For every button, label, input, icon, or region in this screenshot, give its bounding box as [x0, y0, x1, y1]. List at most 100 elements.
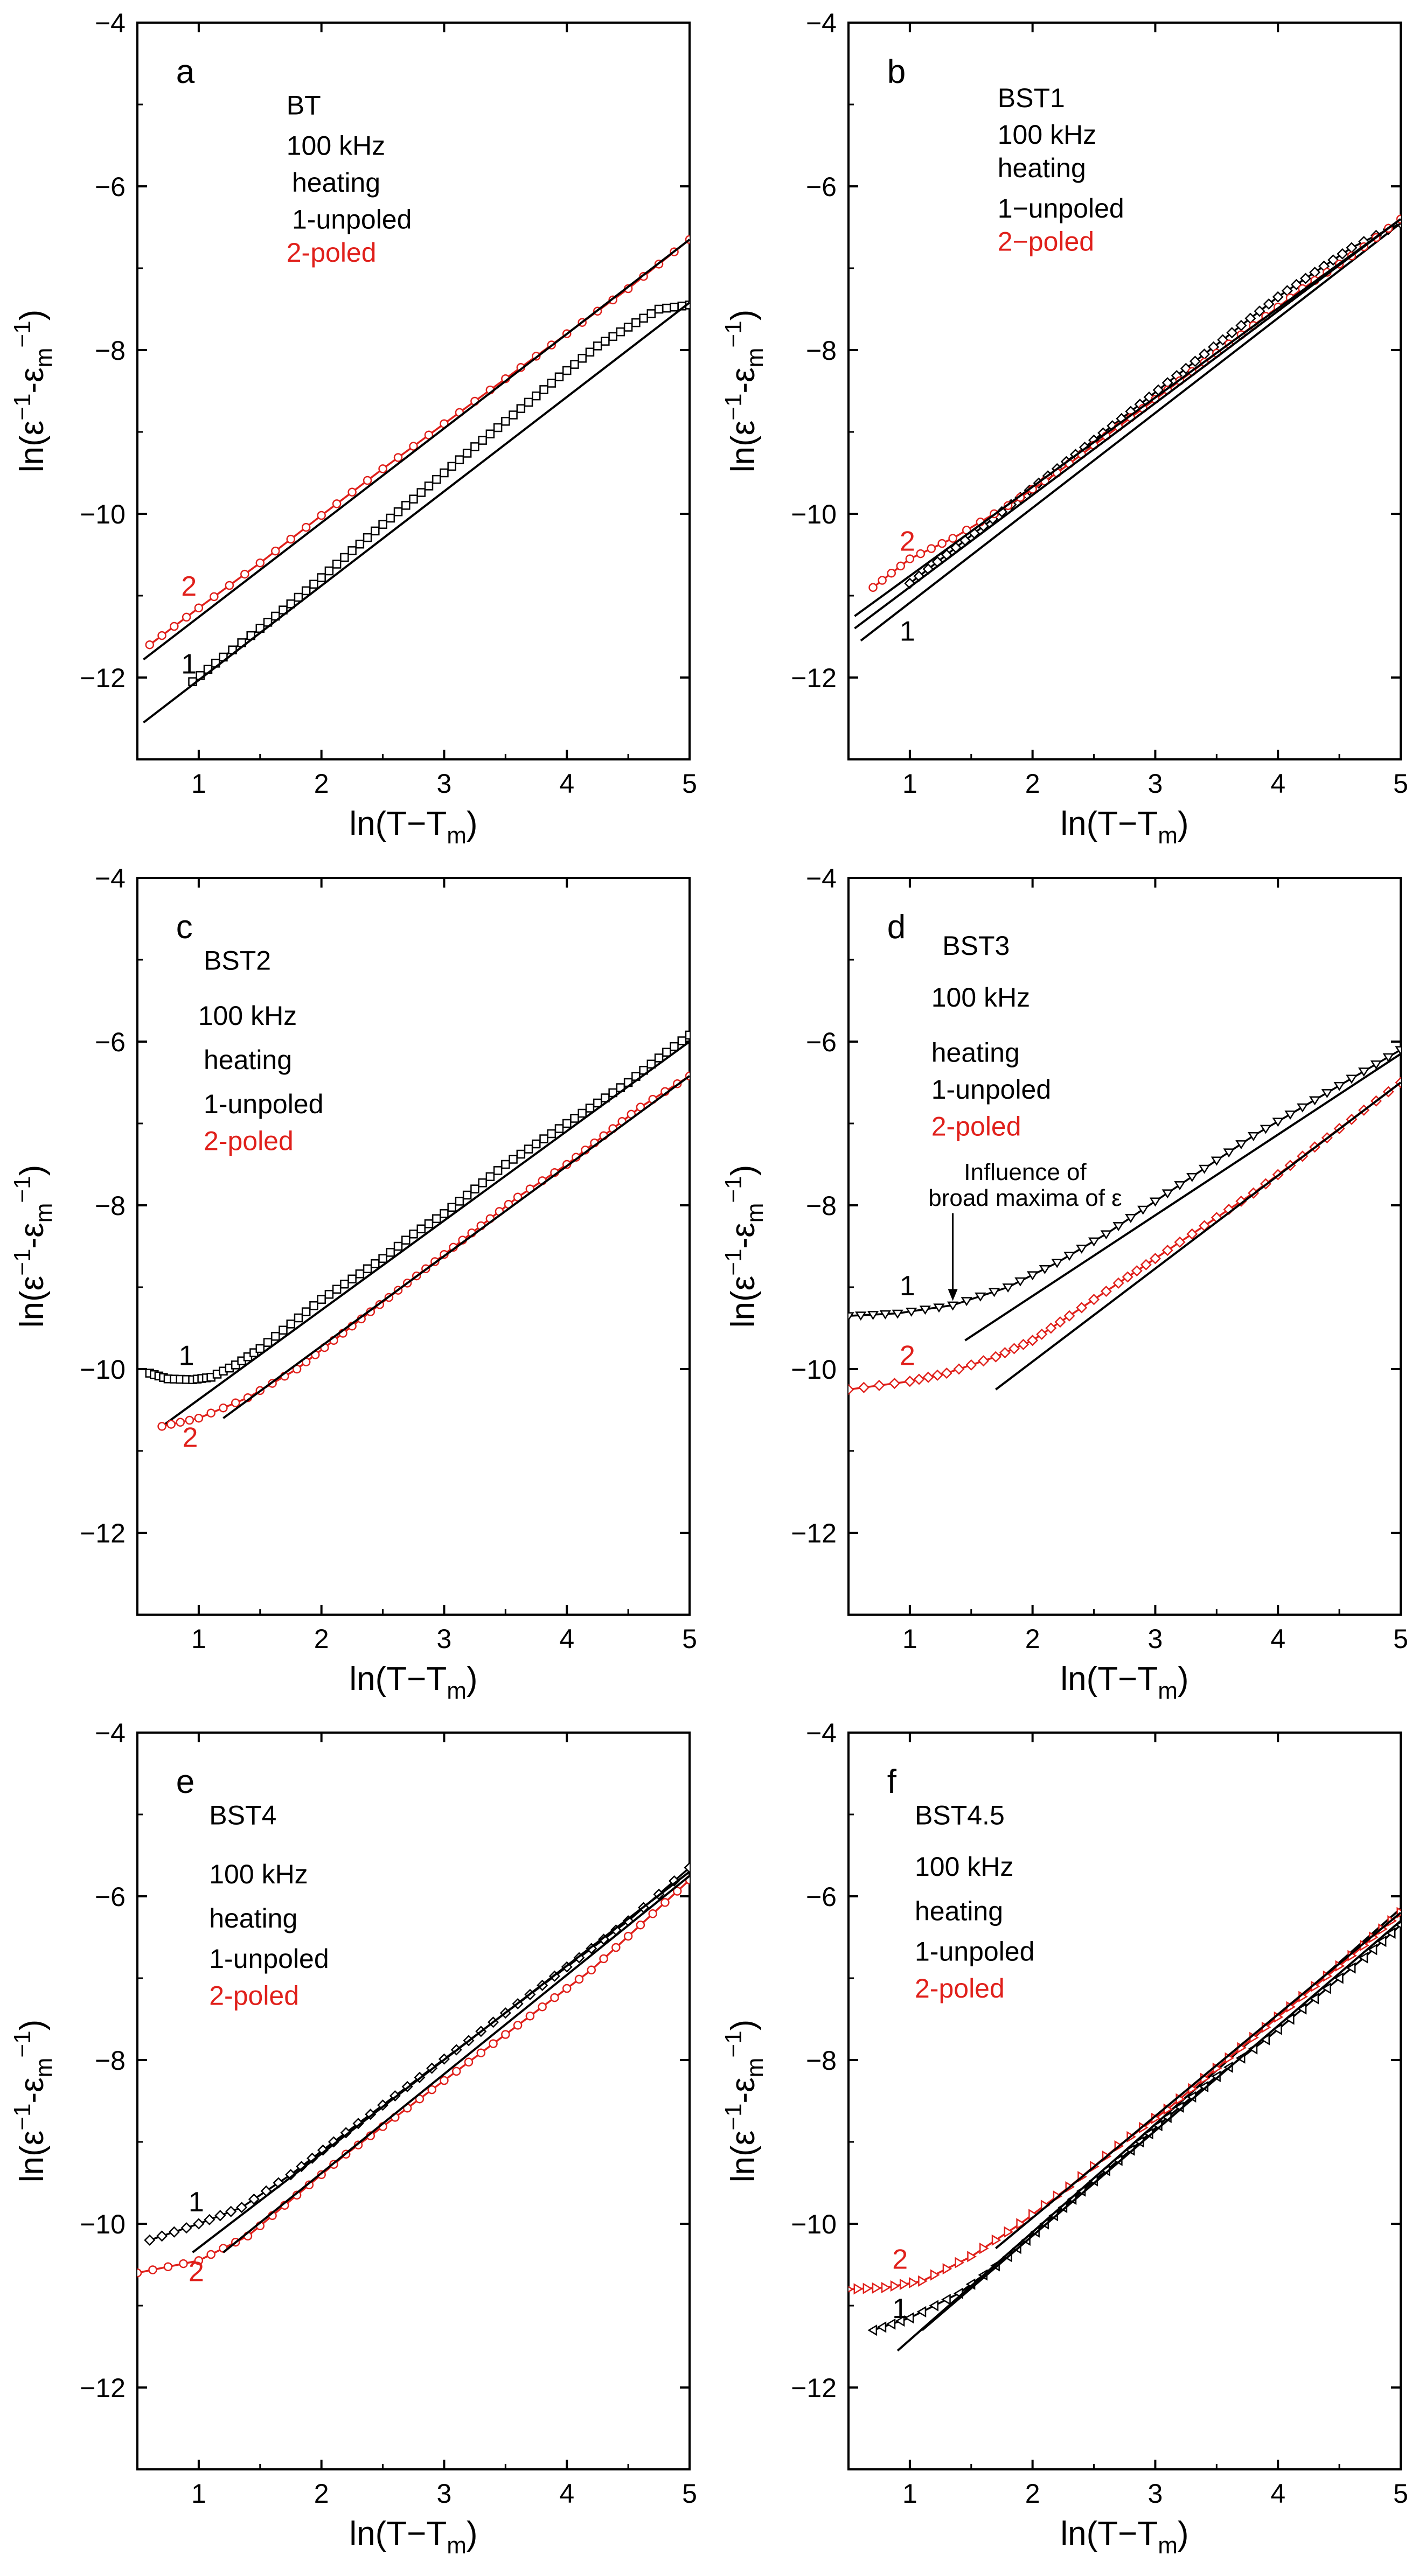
data-point — [386, 1248, 395, 1257]
data-point — [307, 2152, 318, 2164]
data-point — [1333, 1972, 1344, 1984]
data-point — [978, 1355, 990, 1367]
data-point — [1346, 1962, 1356, 1974]
data-point — [501, 1160, 510, 1169]
data-point — [176, 1418, 185, 1427]
legend-poled: 2-poled — [204, 1126, 294, 1156]
x-label-sub: m — [447, 2532, 467, 2559]
data-point — [867, 2324, 878, 2336]
data-point — [501, 2030, 510, 2039]
data-point — [255, 1344, 265, 1353]
x-axis-label: ln(T−Tm) — [1060, 805, 1188, 849]
legend-unpoled: 1-unpoled — [209, 1944, 329, 1974]
data-point — [639, 313, 648, 323]
y-tick-label: −6 — [806, 172, 837, 202]
data-point — [225, 581, 234, 590]
data-point — [340, 1280, 349, 1289]
data-point — [1333, 1081, 1345, 1091]
data-point — [967, 2251, 977, 2263]
x-label-end: ) — [467, 2515, 478, 2552]
panel-f: 1 2 3 4 5−4−6−8−10−12ln(T−Tm)ln(ε−1-εm−1)12f… — [720, 1718, 1408, 2559]
data-point — [909, 2277, 919, 2289]
x-axis-label: ln(T−Tm) — [349, 1660, 477, 1704]
data-point — [509, 410, 518, 420]
data-point — [378, 520, 387, 529]
x-label-main: ln(T−T — [1060, 2515, 1158, 2552]
x-tick-label: 3 — [1148, 769, 1163, 799]
data-point — [1004, 2226, 1014, 2238]
plot-area — [848, 1046, 1401, 1395]
panel-letter: f — [887, 1763, 897, 1800]
x-tick-label: 1 — [902, 2479, 917, 2509]
data-point — [393, 1241, 403, 1251]
data-point — [476, 2048, 486, 2057]
data-point — [890, 2280, 900, 2292]
data-point — [355, 539, 365, 549]
data-point — [332, 560, 342, 569]
data-point — [547, 379, 556, 388]
y-label-sub: m — [742, 1203, 768, 1223]
x-axis-label: ln(T−Tm) — [349, 805, 477, 849]
data-point — [1076, 1244, 1088, 1254]
data-point — [608, 1088, 617, 1098]
data-point — [961, 1297, 972, 1307]
x-tick-label: 1 — [902, 1624, 917, 1654]
data-point — [204, 2214, 215, 2225]
fit-line-1-fit-b — [921, 1920, 1401, 2331]
y-label-end: ) — [725, 310, 762, 321]
data-point — [1174, 1181, 1186, 1191]
fit-line-2-fit-b — [854, 218, 1401, 617]
data-point — [942, 2263, 952, 2275]
data-point — [1112, 1277, 1124, 1289]
data-point — [1395, 1077, 1401, 1088]
data-point — [447, 462, 456, 471]
data-point — [639, 1065, 648, 1075]
y-label-end: ) — [725, 1165, 762, 1176]
data-point — [1125, 1213, 1137, 1223]
data-point — [988, 1288, 1000, 1297]
panel-d: 1 2 3 4 5−4−6−8−10−12ln(T−Tm)ln(ε−1-εm−1)12d… — [720, 863, 1408, 1704]
data-point — [554, 372, 564, 382]
legend-mode: heating — [204, 1045, 292, 1075]
panel-letter: b — [887, 53, 906, 90]
data-point — [948, 534, 957, 543]
axes-frame — [847, 877, 1402, 1616]
data-point — [593, 341, 602, 351]
data-point — [462, 449, 472, 458]
fit-line-1-fit — [161, 1041, 690, 1428]
data-point — [904, 2312, 914, 2324]
data-point — [296, 2161, 308, 2173]
data-point — [574, 1974, 584, 1984]
data-point — [886, 2318, 896, 2330]
data-point — [148, 2265, 157, 2274]
data-point — [905, 554, 915, 563]
legend-mode: heating — [292, 167, 380, 198]
data-point — [179, 2259, 188, 2268]
x-tick-label: 4 — [559, 2479, 574, 2509]
data-point — [451, 2067, 461, 2076]
y-tick-label: −12 — [80, 1518, 126, 1548]
data-point — [332, 1284, 342, 1294]
y-tick-label: −8 — [806, 336, 837, 366]
plot-area — [854, 214, 1401, 642]
data-point — [301, 1307, 311, 1316]
data-point — [1297, 2003, 1307, 2015]
data-point — [1321, 1089, 1333, 1099]
data-point — [1263, 298, 1275, 310]
y-tick-label: −12 — [791, 1518, 837, 1548]
x-label-end: ) — [467, 1660, 478, 1698]
legend-unpoled: 1-unpoled — [931, 1074, 1051, 1105]
data-point — [670, 1042, 679, 1051]
y-label-sub: m — [31, 1203, 57, 1223]
data-point — [1248, 1132, 1260, 1141]
axes-frame — [136, 877, 691, 1616]
x-tick-label: 2 — [1025, 2479, 1040, 2509]
data-point — [1002, 1283, 1014, 1293]
x-label-main: ln(T−T — [1060, 805, 1158, 842]
y-label-mid: -ε — [13, 367, 51, 393]
data-point — [881, 2281, 891, 2294]
x-axis-label: ln(T−Tm) — [1060, 1660, 1188, 1704]
data-point — [947, 1301, 959, 1311]
data-point — [513, 2021, 523, 2030]
y-label-sup: −1 — [9, 1176, 36, 1203]
